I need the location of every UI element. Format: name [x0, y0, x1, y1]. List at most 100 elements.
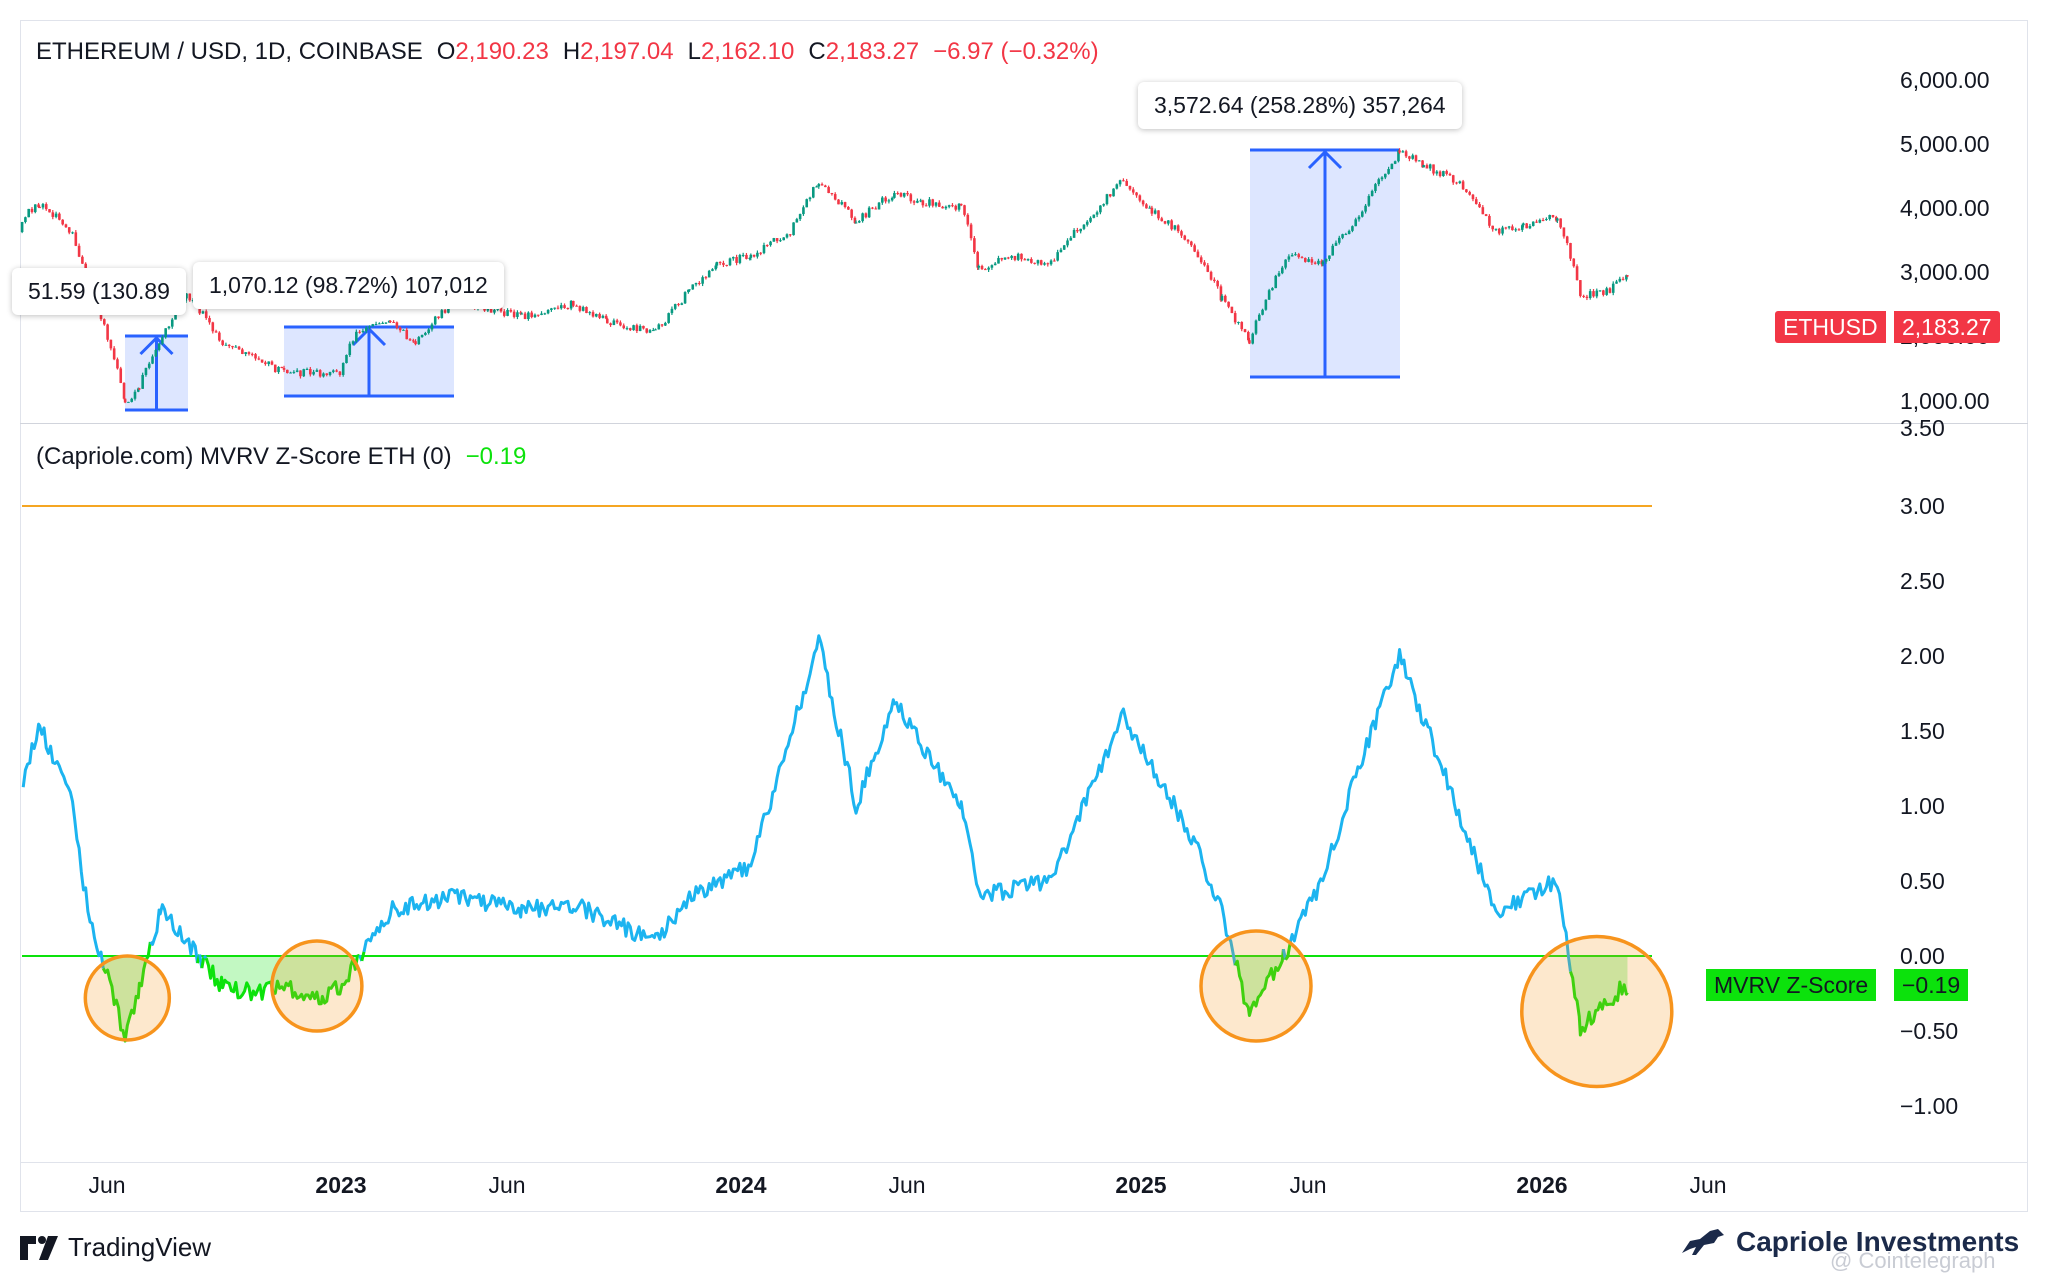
candle-body — [1118, 180, 1122, 185]
candle-body — [1334, 242, 1338, 246]
time-tick: Jun — [488, 1172, 526, 1198]
tradingview-logo[interactable]: TradingView — [20, 1232, 211, 1263]
candle-body — [1264, 299, 1268, 310]
candle-body — [1387, 169, 1390, 174]
candle-body — [715, 262, 719, 266]
candle-body — [1618, 278, 1622, 282]
candle-body — [1588, 291, 1592, 298]
candle-body — [1404, 151, 1408, 157]
candle-body — [566, 308, 570, 310]
measure-label-2[interactable]: 1,070.12 (98.72%) 107,012 — [193, 262, 504, 309]
candle-body — [1043, 263, 1046, 265]
candle-body — [1000, 258, 1004, 260]
time-axis-divider — [20, 1162, 2028, 1163]
candle-body — [1605, 288, 1608, 295]
candle-body — [1240, 322, 1244, 330]
candle-body — [523, 313, 527, 320]
mvrv-tick: 0.50 — [1900, 868, 1945, 894]
candle-body — [817, 184, 821, 187]
candle-body — [1206, 265, 1210, 272]
candle-body — [959, 203, 963, 206]
high-value: 2,197.04 — [580, 38, 674, 65]
candle-body — [286, 369, 289, 374]
candle-body — [231, 346, 234, 348]
candle-body — [1541, 219, 1545, 221]
candle-body — [934, 202, 938, 206]
candle-body — [997, 258, 1000, 264]
time-tick: 2023 — [315, 1172, 367, 1198]
candle-body — [151, 356, 154, 364]
candle-body — [1341, 234, 1344, 238]
close-label: C — [808, 38, 826, 65]
candle-body — [765, 245, 769, 247]
candle-body — [302, 369, 306, 377]
indicator-name[interactable]: (Capriole.com) MVRV Z-Score ETH (0) — [36, 443, 452, 470]
candle-body — [680, 303, 684, 305]
candle-body — [735, 257, 738, 263]
candle-body — [642, 325, 645, 329]
candle-body — [1216, 281, 1219, 287]
mvrv-line-below — [1284, 943, 1292, 961]
candle-body — [601, 315, 605, 318]
candle-body — [1092, 214, 1096, 218]
candle-body — [1180, 231, 1183, 236]
candle-body — [144, 367, 148, 375]
candle-body — [902, 192, 906, 197]
cointelegraph-watermark: @ Cointelegraph — [1830, 1248, 1995, 1274]
candle-body — [966, 214, 970, 225]
candle-body — [1351, 226, 1354, 231]
candle-body — [1398, 150, 1401, 153]
measure-label-text: 3,572.64 (258.28%) 357,264 — [1154, 92, 1446, 118]
candle-body — [289, 372, 292, 374]
candle-body — [1108, 194, 1112, 197]
candle-body — [1141, 200, 1145, 205]
candle-body — [912, 201, 916, 203]
candle-body — [578, 306, 582, 311]
candle-body — [64, 224, 68, 228]
candle-body — [417, 337, 421, 345]
candle-body — [1528, 225, 1532, 229]
candle-body — [1160, 218, 1164, 222]
candle-body — [1514, 229, 1518, 231]
candle-body — [41, 204, 45, 208]
candle-body — [921, 200, 925, 206]
candle-body — [1417, 160, 1421, 162]
candle-body — [738, 255, 742, 263]
candle-body — [74, 232, 78, 246]
candle-body — [338, 371, 342, 375]
time-tick: 2024 — [715, 1172, 767, 1198]
measure-arrow-head — [1307, 149, 1343, 170]
candle-body — [1227, 301, 1230, 307]
candle-body — [1294, 254, 1297, 256]
candle-body — [701, 277, 704, 284]
candle-body — [824, 185, 827, 188]
candle-body — [1559, 218, 1562, 228]
candle-body — [837, 199, 840, 205]
measure-label-1[interactable]: 51.59 (130.89 — [12, 268, 186, 315]
candle-body — [299, 370, 302, 377]
candle-body — [1122, 180, 1125, 182]
mvrv-badge-name: MVRV Z-Score — [1706, 969, 1877, 1001]
candle-body — [214, 331, 218, 333]
measure-label-3[interactable]: 3,572.64 (258.28%) 357,264 — [1138, 82, 1462, 129]
candle-body — [106, 324, 109, 340]
candle-body — [130, 398, 134, 402]
candle-body — [1592, 291, 1595, 297]
highlight-circle-2 — [270, 939, 364, 1033]
candle-body — [335, 370, 338, 372]
candle-body — [1621, 278, 1625, 280]
candle-body — [1545, 219, 1548, 221]
candle-body — [1569, 243, 1572, 259]
candle-body — [1370, 190, 1374, 197]
candle-body — [1102, 204, 1105, 206]
time-tick: 2025 — [1115, 1172, 1167, 1198]
candle-body — [1209, 271, 1213, 280]
candle-body — [691, 284, 695, 290]
candle-body — [782, 237, 786, 241]
candle-body — [221, 340, 224, 345]
candle-body — [424, 332, 427, 335]
candle-body — [1105, 194, 1109, 205]
pane-divider[interactable] — [20, 423, 2028, 424]
symbol-label[interactable]: ETHEREUM / USD, 1D, COINBASE — [36, 38, 423, 65]
